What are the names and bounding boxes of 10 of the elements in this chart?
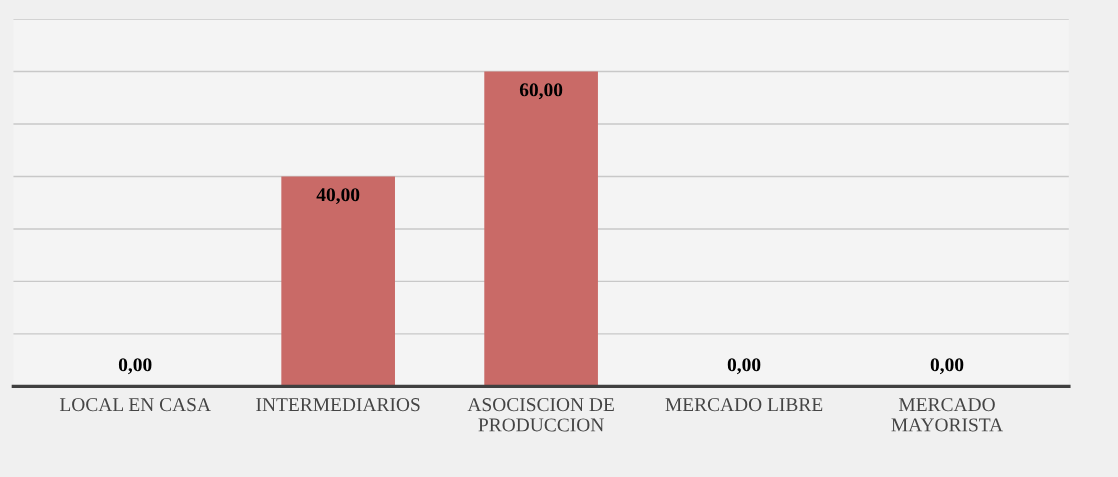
x-tick-label: MERCADO MAYORISTA — [891, 398, 1004, 432]
x-tick-label: ASOCISCION DE PRODUCCION — [467, 398, 614, 432]
data-label: 0,00 — [930, 358, 964, 375]
data-label: 60,00 — [519, 83, 563, 100]
x-tick-label: INTERMEDIARIOS — [256, 398, 420, 412]
x-tick-label: MERCADO LIBRE — [665, 398, 823, 412]
data-label: 40,00 — [316, 188, 360, 205]
data-label: 0,00 — [727, 358, 761, 375]
data-label: 0,00 — [118, 358, 152, 375]
x-tick-label: LOCAL EN CASA — [59, 398, 211, 412]
